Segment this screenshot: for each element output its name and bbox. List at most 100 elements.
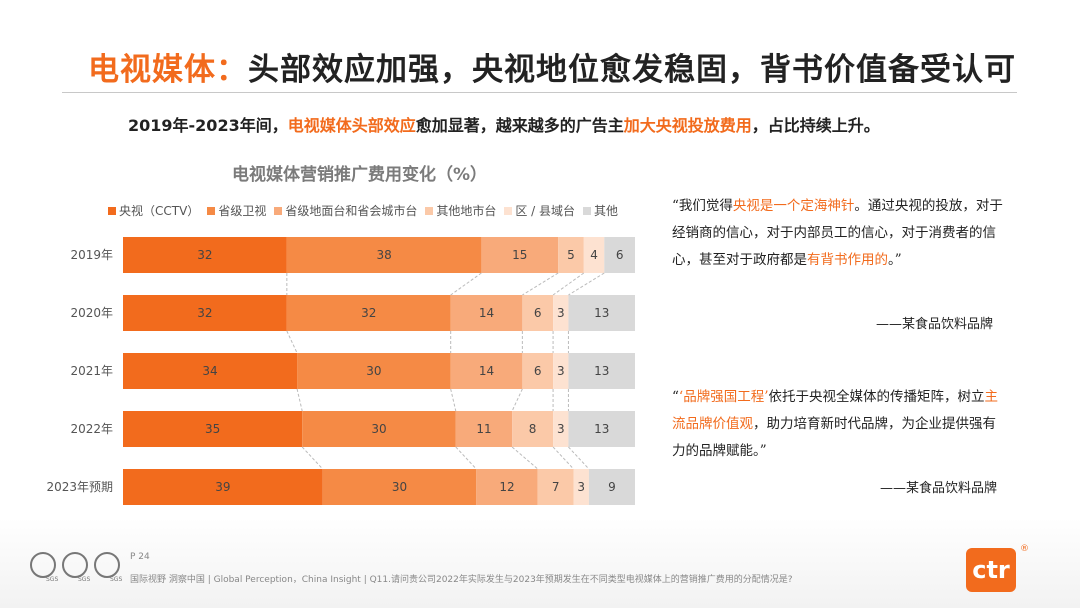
subtitle: 2019年-2023年间，电视媒体头部效应愈加显著，越来越多的广告主加大央视投放… bbox=[128, 112, 880, 136]
quote-1-highlight-1: 央视是一个定海神针 bbox=[732, 198, 855, 214]
connector-line bbox=[511, 388, 523, 412]
connector-line bbox=[522, 272, 559, 296]
legend-swatch bbox=[274, 206, 283, 215]
sgs-badge-icon bbox=[62, 552, 88, 578]
sgs-badge-icon bbox=[30, 552, 56, 578]
legend-swatch bbox=[108, 206, 116, 215]
quote-1-source: ——某食品饮料品牌 bbox=[876, 317, 994, 332]
bar-segment bbox=[123, 411, 303, 447]
footer-background bbox=[0, 518, 1080, 608]
legend-swatch bbox=[504, 206, 513, 215]
page-number: P 24 bbox=[130, 552, 150, 562]
quote-2-highlight-2: 主流品牌价值观 bbox=[672, 389, 998, 432]
footnote: 国际视野 洞察中国 | Global Perception，China Insi… bbox=[130, 575, 793, 585]
bar-segment bbox=[558, 237, 584, 273]
sgs-badge-label: SGS bbox=[46, 576, 59, 583]
legend-item: 省级卫视 bbox=[207, 202, 266, 219]
data-label: 30 bbox=[371, 422, 386, 436]
data-label: 3 bbox=[577, 480, 585, 494]
legend-item: 其他地市台 bbox=[425, 202, 496, 219]
chart-title: 电视媒体营销推广费用变化（%） bbox=[232, 165, 488, 185]
legend-label: 央视（CCTV） bbox=[119, 204, 200, 218]
data-label: 6 bbox=[616, 248, 624, 262]
connector-line bbox=[568, 446, 590, 470]
data-label: 11 bbox=[476, 422, 491, 436]
category-label: 2021年 bbox=[70, 364, 113, 378]
subtitle-highlight-2: 加大央视投放费用 bbox=[623, 116, 752, 135]
sgs-badge-icon bbox=[94, 552, 120, 578]
chart-legend: 央视（CCTV） 省级卫视 省级地面台和省会城市台 其他地市台 区 / 县域台 其他 bbox=[108, 202, 626, 219]
data-label: 5 bbox=[567, 248, 575, 262]
data-label: 35 bbox=[205, 422, 220, 436]
bar-segment bbox=[302, 411, 456, 447]
bar-segment bbox=[450, 353, 523, 389]
legend-label: 省级地面台和省会城市台 bbox=[285, 204, 418, 218]
quote-1-close: 。” bbox=[888, 252, 902, 268]
connector-line bbox=[450, 388, 457, 412]
data-label: 30 bbox=[366, 364, 381, 378]
title-divider bbox=[62, 92, 1017, 93]
category-label: 2023年预期 bbox=[46, 480, 113, 494]
bar-segment bbox=[553, 411, 569, 447]
quote-2-highlight-1: ‘品牌强国工程’ bbox=[678, 389, 769, 405]
bar-segment bbox=[322, 469, 477, 505]
quote-2-middle: 依托于央视全媒体的传播矩阵，树立 bbox=[768, 389, 985, 405]
bar-segment bbox=[455, 411, 513, 447]
page-title-highlight: 电视媒体： bbox=[88, 52, 248, 88]
data-label: 6 bbox=[534, 306, 542, 320]
data-label: 3 bbox=[557, 422, 565, 436]
data-label: 13 bbox=[594, 364, 609, 378]
bar-segment bbox=[123, 237, 287, 273]
connector-line bbox=[301, 446, 324, 470]
connector-line bbox=[296, 388, 303, 412]
bar-segment bbox=[522, 353, 554, 389]
bar-segment bbox=[481, 237, 559, 273]
data-label: 13 bbox=[594, 422, 609, 436]
data-label: 32 bbox=[361, 306, 376, 320]
bar-segment bbox=[286, 295, 451, 331]
data-label: 6 bbox=[534, 364, 542, 378]
category-label: 2020年 bbox=[70, 306, 113, 320]
sgs-badge-label: SGS bbox=[78, 576, 91, 583]
data-label: 32 bbox=[197, 306, 212, 320]
category-label: 2022年 bbox=[70, 422, 113, 436]
bar-segment bbox=[522, 295, 554, 331]
legend-item: 其他 bbox=[583, 202, 618, 219]
data-label: 3 bbox=[557, 364, 565, 378]
connector-line bbox=[511, 446, 539, 470]
subtitle-part-3: ，占比持续上升。 bbox=[751, 116, 880, 135]
connector-line bbox=[552, 446, 574, 470]
legend-item: 区 / 县域台 bbox=[504, 202, 575, 219]
legend-label: 省级卫视 bbox=[218, 204, 267, 218]
data-label: 9 bbox=[608, 480, 616, 494]
bar-segment bbox=[450, 295, 523, 331]
quote-2-open: “ bbox=[672, 389, 679, 405]
category-label: 2019年 bbox=[70, 248, 113, 262]
legend-item: 省级地面台和省会城市台 bbox=[274, 202, 417, 219]
bar-segment bbox=[568, 411, 635, 447]
bar-segment bbox=[583, 237, 605, 273]
bar-segment bbox=[604, 237, 635, 273]
data-label: 34 bbox=[202, 364, 217, 378]
legend-swatch bbox=[207, 206, 216, 215]
connector-line bbox=[455, 446, 477, 470]
quote-1-highlight-2: 有背书作用的 bbox=[807, 252, 888, 268]
connector-line bbox=[552, 272, 585, 296]
data-label: 14 bbox=[479, 306, 494, 320]
legend-swatch bbox=[583, 206, 592, 215]
bar-segment bbox=[537, 469, 574, 505]
quote-2-source: ——某食品饮料品牌 bbox=[880, 481, 998, 496]
data-label: 38 bbox=[376, 248, 391, 262]
data-label: 13 bbox=[594, 306, 609, 320]
quote-1: “我们觉得央视是一个定海神针。通过央视的投放，对于经销商的信心，对于内部员工的信… bbox=[672, 193, 1004, 274]
sgs-badge-label: SGS bbox=[110, 576, 123, 583]
bar-segment bbox=[123, 353, 298, 389]
data-label: 32 bbox=[197, 248, 212, 262]
legend-item: 央视（CCTV） bbox=[108, 202, 199, 219]
data-label: 7 bbox=[552, 480, 560, 494]
ctr-logo: ctr bbox=[966, 548, 1016, 592]
bar-segment bbox=[588, 469, 635, 505]
data-label: 14 bbox=[479, 364, 494, 378]
quote-2-close: ，助力培育新时代品牌，为企业提供强有力的品牌赋能。” bbox=[672, 416, 996, 459]
